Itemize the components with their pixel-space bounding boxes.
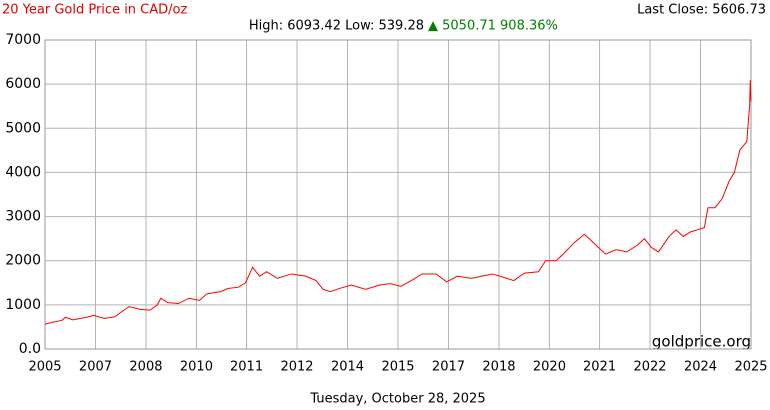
y-tick-label: 3000	[5, 209, 41, 225]
x-tick-label: 2014	[331, 360, 364, 375]
change: ▲ 5050.71 908.36%	[428, 19, 558, 34]
chart-title: 20 Year Gold Price in CAD/oz	[2, 3, 187, 18]
x-tick-label: 2017	[432, 360, 465, 375]
y-tick-label: 0.0	[19, 341, 41, 357]
x-tick-label: 2011	[230, 360, 263, 375]
price-line	[44, 80, 752, 325]
watermark: goldprice.org	[652, 333, 751, 351]
last-close: Last Close: 5606.73	[637, 3, 766, 18]
x-tick-label: 2024	[684, 360, 717, 375]
x-tick-label: 2020	[533, 360, 566, 375]
plot-border	[44, 39, 752, 350]
x-tick-label: 2022	[633, 360, 666, 375]
x-tick-label: 2007	[79, 360, 112, 375]
y-tick-label: 2000	[5, 253, 41, 269]
x-tick-label: 2005	[28, 360, 61, 375]
x-tick-label: 2025	[734, 360, 767, 375]
x-tick-label: 2010	[180, 360, 213, 375]
x-tick-label: 2012	[280, 360, 313, 375]
high-low: High: 6093.42 Low: 539.28	[249, 19, 424, 34]
date: Tuesday, October 28, 2025	[309, 392, 485, 407]
y-tick-label: 1000	[5, 297, 41, 313]
y-tick-label: 5000	[5, 120, 41, 136]
x-tick-label: 2021	[583, 360, 616, 375]
x-tick-label: 2018	[482, 360, 515, 375]
y-tick-label: 7000	[5, 32, 41, 48]
x-tick-label: 2008	[129, 360, 162, 375]
y-tick-label: 6000	[5, 76, 41, 92]
x-tick-label: 2015	[381, 360, 414, 375]
y-tick-label: 4000	[5, 164, 41, 180]
